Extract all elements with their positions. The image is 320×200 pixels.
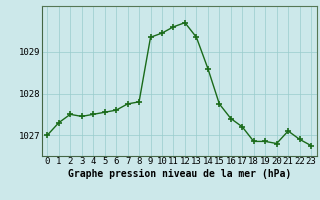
X-axis label: Graphe pression niveau de la mer (hPa): Graphe pression niveau de la mer (hPa) [68,169,291,179]
